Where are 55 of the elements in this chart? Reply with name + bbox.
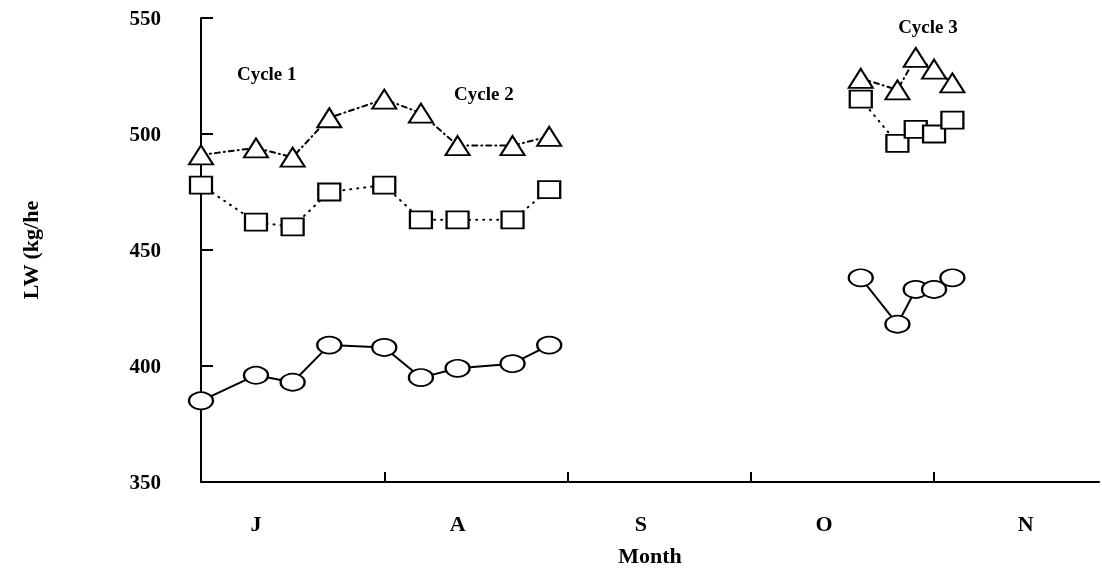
point [884,79,911,101]
y-axis-title: LW (kg/he [17,200,43,300]
point [847,268,874,288]
point [243,365,269,385]
point [499,354,526,374]
point [408,210,433,230]
x-tick-label: S [634,510,647,536]
point [884,314,911,334]
point [243,212,268,232]
x-tick-label: A [449,510,466,536]
point [939,72,966,94]
point [188,391,214,411]
annotation: Cycle 3 [898,16,958,38]
point [372,175,397,195]
y-tick-label: 450 [129,238,161,262]
point [371,88,398,110]
point [847,67,874,89]
point [279,146,306,168]
y-tick-label: 350 [129,470,161,494]
point [242,137,269,159]
point [444,135,471,157]
point [189,175,213,195]
y-tick-label: 550 [129,6,161,30]
point [445,210,470,230]
point [537,180,562,200]
point [371,337,398,357]
point [188,144,214,166]
x-tick-label: O [815,510,833,536]
annotation: Cycle 1 [236,63,297,85]
point [279,372,306,392]
x-tick-label: N [1017,510,1034,536]
point [536,335,563,355]
point [848,89,873,109]
x-axis-title: Month [618,542,682,568]
point [921,279,948,299]
point [280,217,305,237]
point [499,135,526,157]
point [885,133,910,153]
point [940,110,965,130]
y-tick-label: 400 [129,354,161,378]
y-tick-label: 500 [129,122,161,146]
point [444,358,471,378]
point [921,58,948,80]
point [407,102,434,124]
point [316,107,343,129]
annotation: Cycle 2 [454,83,514,105]
point [316,335,343,355]
point [536,125,563,147]
point [902,46,929,68]
point [407,368,434,388]
x-tick-label: J [250,510,262,536]
point [922,124,947,144]
point [939,268,966,288]
point [317,182,342,202]
point [500,210,525,230]
